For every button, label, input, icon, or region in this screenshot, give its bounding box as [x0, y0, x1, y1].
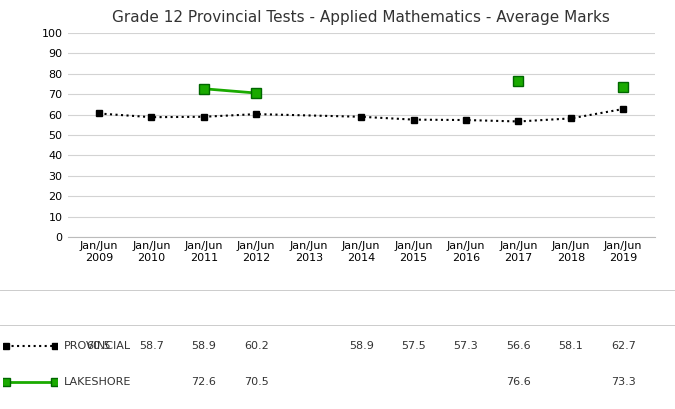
Text: 70.5: 70.5: [244, 378, 269, 387]
Title: Grade 12 Provincial Tests - Applied Mathematics - Average Marks: Grade 12 Provincial Tests - Applied Math…: [112, 9, 610, 25]
Text: PROVINCIAL: PROVINCIAL: [64, 341, 131, 351]
Text: 58.9: 58.9: [349, 341, 373, 351]
Text: 56.6: 56.6: [506, 341, 531, 351]
Text: 58.9: 58.9: [192, 341, 216, 351]
Text: 57.5: 57.5: [401, 341, 426, 351]
Text: 73.3: 73.3: [611, 378, 636, 387]
Text: 60.5: 60.5: [86, 341, 111, 351]
Text: 76.6: 76.6: [506, 378, 531, 387]
Text: LAKESHORE: LAKESHORE: [64, 378, 132, 387]
Text: 57.3: 57.3: [454, 341, 479, 351]
Text: 72.6: 72.6: [192, 378, 216, 387]
Text: 62.7: 62.7: [611, 341, 636, 351]
Text: 60.2: 60.2: [244, 341, 269, 351]
Text: 58.1: 58.1: [558, 341, 583, 351]
Text: 58.7: 58.7: [139, 341, 164, 351]
